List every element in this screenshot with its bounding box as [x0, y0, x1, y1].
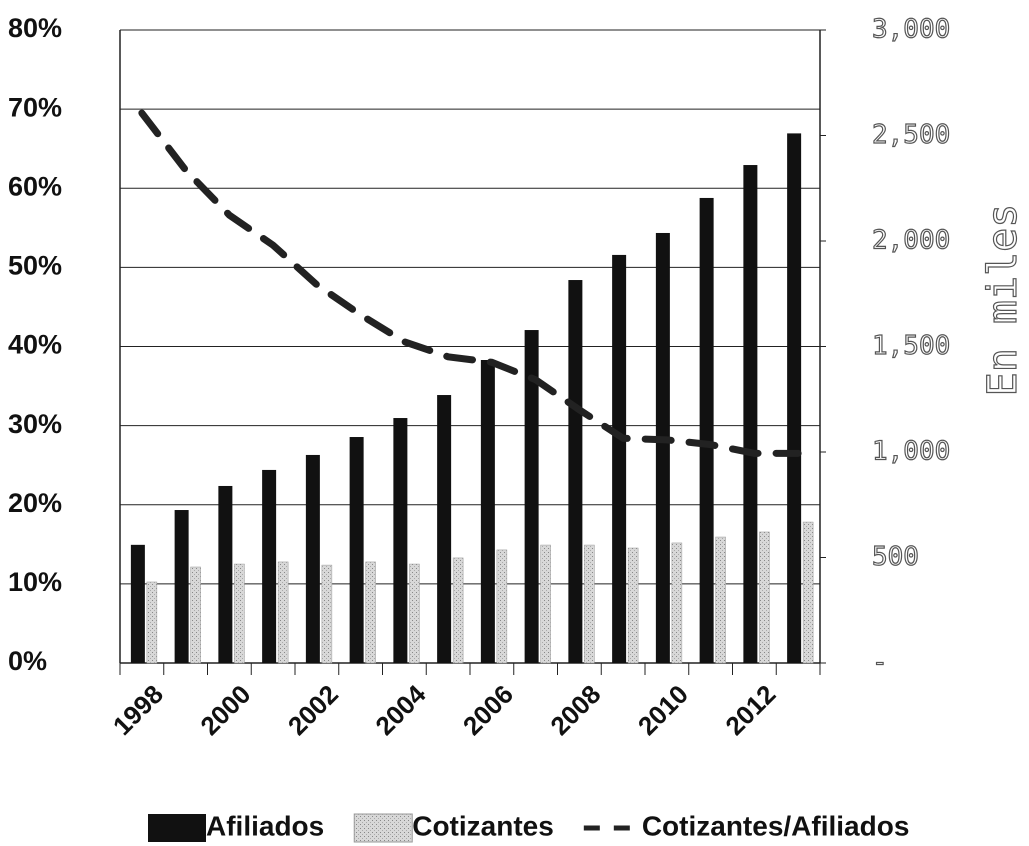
y-tick-label: 70% [8, 92, 62, 122]
y2-tick-label: - [872, 648, 888, 678]
legend-label: Cotizantes/Afiliados [642, 810, 910, 841]
bar [584, 544, 595, 664]
bar [540, 544, 551, 664]
y2-tick-label: 3,000 [872, 15, 950, 45]
bar [480, 360, 495, 663]
bar [524, 330, 539, 663]
bar [759, 531, 770, 664]
y-tick-label: 80% [8, 13, 62, 43]
y-tick-label: 0% [8, 646, 47, 676]
x-tick-label: 2002 [282, 679, 344, 741]
y-tick-label: 60% [8, 171, 62, 201]
bar [321, 564, 333, 664]
y-tick-label: 30% [8, 409, 62, 439]
y2-tick-label: 1,000 [872, 437, 950, 467]
y-tick-label: 50% [8, 251, 62, 281]
bar [699, 197, 714, 663]
bar [627, 547, 639, 664]
x-tick-label: 2012 [719, 679, 781, 741]
bar [190, 566, 201, 664]
bar [130, 544, 145, 663]
y2-tick-label: 1,500 [872, 331, 950, 361]
y2-axis-title: En miles [980, 204, 1026, 397]
bar [146, 581, 158, 664]
bar [234, 563, 245, 664]
y2-tick-label: 2,500 [872, 120, 950, 150]
bar [743, 165, 758, 664]
bar [262, 469, 277, 663]
bar [305, 454, 320, 663]
bar [218, 485, 233, 663]
y2-tick-label: 2,000 [872, 226, 950, 256]
y2-tick-label: 500 [872, 542, 919, 572]
y-tick-label: 10% [8, 567, 62, 597]
bar [496, 549, 508, 664]
bar [365, 561, 376, 664]
bar [568, 280, 583, 663]
bar [671, 542, 683, 664]
legend-label: Cotizantes [412, 810, 554, 841]
bar [277, 561, 289, 664]
x-tick-label: 2000 [194, 679, 256, 741]
legend-swatch [353, 813, 413, 843]
bar [437, 395, 452, 663]
bar [787, 133, 802, 663]
bar [612, 254, 627, 663]
bar [393, 418, 408, 663]
bar [409, 563, 420, 664]
y-tick-label: 20% [8, 488, 62, 518]
x-tick-label: 2006 [457, 679, 519, 741]
x-tick-label: 2004 [369, 679, 431, 741]
bar [349, 437, 364, 663]
x-tick-label: 2008 [544, 679, 606, 741]
bar [802, 521, 814, 664]
legend-label: Afiliados [206, 810, 324, 841]
line [138, 109, 802, 457]
x-tick-label: 2010 [632, 679, 694, 741]
y-tick-label: 40% [8, 330, 62, 360]
bar [452, 557, 464, 664]
bar [655, 232, 670, 663]
legend-swatch [148, 814, 206, 842]
x-tick-label: 1998 [107, 679, 169, 741]
bar [715, 536, 726, 664]
bar [174, 510, 189, 663]
